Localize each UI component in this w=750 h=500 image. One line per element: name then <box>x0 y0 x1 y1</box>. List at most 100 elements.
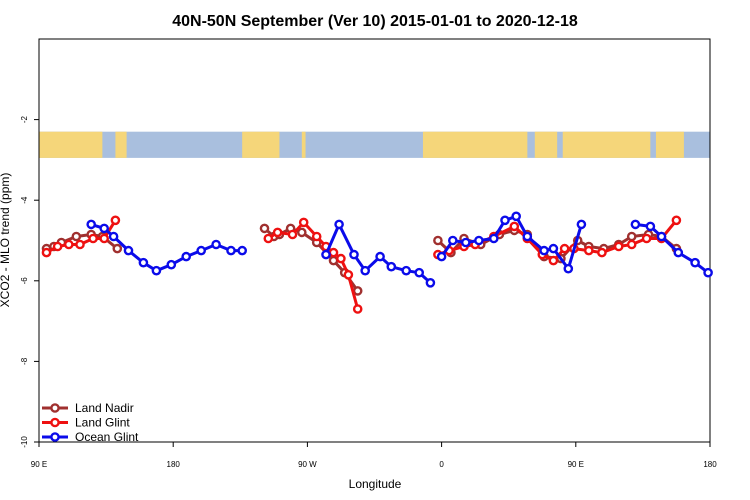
x-tick-label-3: 0 <box>439 460 444 469</box>
land-glint-point-1-6 <box>328 247 339 258</box>
ocean-glint-point-2-10 <box>563 263 574 274</box>
chart-title: 40N-50N September (Ver 10) 2015-01-01 to… <box>172 13 578 30</box>
land-glint-point-2-11 <box>584 245 594 256</box>
land-glint-point-1-0 <box>263 233 274 244</box>
map-land-1 <box>115 131 127 158</box>
ocean-glint-point-0-9 <box>211 239 221 250</box>
y-tick-label-4: -10 <box>20 436 29 448</box>
legend-marker-land-glint <box>50 417 60 428</box>
map-land-0 <box>39 131 103 158</box>
ocean-glint-point-3-4 <box>690 257 700 268</box>
ocean-glint-point-2-4 <box>488 233 499 244</box>
map-land-6 <box>562 131 651 158</box>
ocean-glint-point-2-9 <box>548 243 559 254</box>
ocean-glint-point-0-1 <box>99 223 109 234</box>
series-ocean-glint <box>86 211 713 288</box>
land-glint-point-2-5 <box>509 221 520 232</box>
ocean-glint-point-3-5 <box>703 267 713 278</box>
land-nadir-point-2-0 <box>433 235 443 246</box>
ocean-glint-point-2-2 <box>460 237 471 248</box>
map-land-7 <box>655 131 684 158</box>
ocean-glint-point-0-0 <box>86 219 96 230</box>
land-nadir-point-1-4 <box>296 227 307 238</box>
land-glint-point-1-3 <box>298 217 309 228</box>
land-glint-point-2-15 <box>641 233 652 244</box>
land-glint-point-2-14 <box>626 239 637 250</box>
ocean-glint-point-2-7 <box>522 231 533 242</box>
land-nadir-point-0-6 <box>112 243 123 254</box>
ocean-glint-point-1-6 <box>401 265 412 276</box>
land-glint-point-1-1 <box>272 227 283 238</box>
ocean-glint-point-3-2 <box>656 231 667 242</box>
ocean-glint-point-0-2 <box>108 231 119 242</box>
ocean-glint-point-1-2 <box>349 249 359 260</box>
ocean-glint-point-3-0 <box>630 219 641 230</box>
ocean-glint-point-0-11 <box>237 245 247 256</box>
x-tick-label-1: 180 <box>167 460 181 469</box>
y-tick-label-2: -6 <box>20 277 29 285</box>
y-axis-label: XCO2 - MLO trend (ppm) <box>0 173 12 308</box>
land-glint-point-2-8 <box>548 255 559 266</box>
y-axis: -2 -4 -6 -8 -10 <box>20 115 39 448</box>
legend-label-land-glint: Land Glint <box>75 416 130 430</box>
map-land-3 <box>301 131 306 158</box>
world-map-band <box>39 131 710 158</box>
ocean-glint-point-2-6 <box>511 211 522 222</box>
ocean-glint-point-3-1 <box>645 221 656 232</box>
land-nadir-point-2-13 <box>626 231 637 242</box>
land-nadir-point-1-6 <box>328 255 339 266</box>
ocean-glint-point-1-5 <box>386 261 397 272</box>
ocean-glint-point-2-0 <box>436 251 447 262</box>
land-glint-point-1-8 <box>343 269 354 280</box>
ocean-glint-point-1-8 <box>425 277 436 288</box>
land-glint-point-0-6 <box>110 215 121 226</box>
land-glint-point-0-5 <box>99 233 109 244</box>
legend-label-ocean-glint: Ocean Glint <box>75 430 139 444</box>
ocean-glint-point-0-10 <box>226 245 236 256</box>
land-glint-point-1-9 <box>352 304 363 314</box>
series-layer <box>41 211 713 314</box>
land-glint-point-1-4 <box>311 231 322 242</box>
land-glint-point-2-17 <box>671 215 682 226</box>
land-glint-point-1-2 <box>287 229 298 240</box>
x-tick-label-2: 90 W <box>298 460 317 469</box>
x-axis: 90 E 180 90 W 0 90 E 180 <box>31 442 717 469</box>
land-glint-point-2-12 <box>597 247 607 258</box>
land-glint-point-2-13 <box>613 241 624 252</box>
ocean-glint-point-2-8 <box>539 245 549 256</box>
ocean-glint-point-1-7 <box>414 267 425 278</box>
ocean-glint-point-0-6 <box>166 259 177 270</box>
map-land-4 <box>422 131 528 158</box>
land-glint-point-0-0 <box>41 247 52 258</box>
land-nadir-point-0-3 <box>71 231 82 242</box>
y-tick-label-0: -2 <box>20 115 29 123</box>
ocean-glint-point-1-0 <box>321 249 331 260</box>
x-tick-label-4: 90 E <box>568 460 584 469</box>
map-land-5 <box>534 131 558 158</box>
ocean-glint-point-3-3 <box>673 247 684 258</box>
land-glint-line-1 <box>267 220 360 310</box>
x-tick-label-0: 90 E <box>31 460 47 469</box>
ocean-glint-point-0-7 <box>181 251 191 262</box>
ocean-glint-point-1-1 <box>334 219 344 230</box>
ocean-glint-point-2-11 <box>576 219 587 230</box>
x-axis-label: Longitude <box>349 477 402 491</box>
ocean-glint-point-2-5 <box>500 215 510 226</box>
legend-marker-land-nadir <box>50 403 60 413</box>
land-glint-point-1-7 <box>336 253 346 264</box>
land-glint-point-0-3 <box>75 239 85 250</box>
land-glint-point-0-2 <box>64 239 74 250</box>
land-nadir-point-1-0 <box>259 223 270 234</box>
ocean-glint-point-0-4 <box>138 257 149 268</box>
ocean-glint-point-0-3 <box>123 245 134 256</box>
ocean-glint-point-2-1 <box>447 235 458 246</box>
ocean-glint-point-0-5 <box>151 265 162 276</box>
land-nadir-point-1-8 <box>352 286 363 296</box>
y-tick-label-3: -8 <box>20 357 29 365</box>
y-tick-label-1: -4 <box>20 196 29 204</box>
map-land-2 <box>242 131 280 158</box>
plot-frame <box>38 38 711 443</box>
ocean-glint-point-0-8 <box>196 245 206 256</box>
